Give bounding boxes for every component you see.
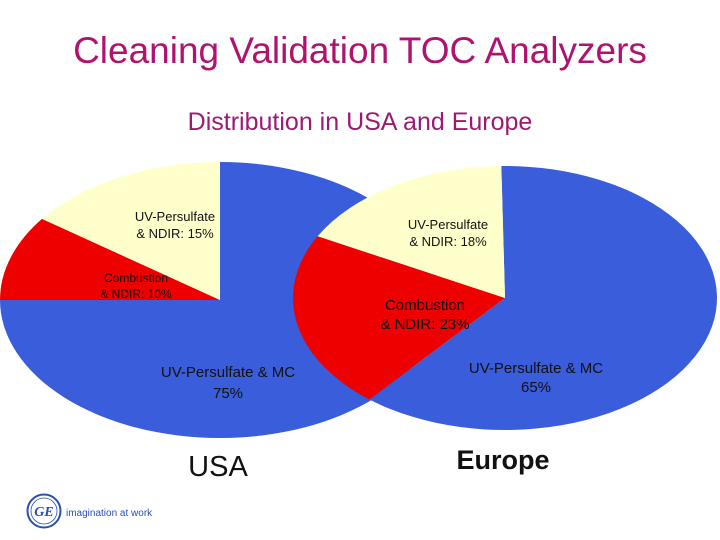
pie-label-usa-uv-persulfate-ndir: UV-Persulfate & NDIR: 15%	[135, 209, 215, 241]
slide-subtitle: Distribution in USA and Europe	[187, 108, 533, 136]
pie-slice-europe-combustion-ndir	[292, 236, 505, 400]
pie-slice-usa-uv-persulfate-ndir	[42, 162, 220, 300]
pie-slice-europe-uv-persulfate-mc	[369, 166, 717, 431]
pie-label-europe-uv-persulfate-mc: UV-Persulfate & MC 65%	[469, 360, 603, 396]
pie-slice-europe-uv-persulfate-ndir	[317, 166, 505, 298]
pie-label-usa-uv-persulfate-mc: UV-Persulfate & MC 75%	[161, 364, 295, 402]
logo-tagline: imagination at work	[66, 508, 153, 519]
pie-europe: UV-Persulfate & MC 65%Combustion & NDIR: 2…	[292, 166, 717, 431]
pie-slice-usa-combustion-ndir	[0, 218, 220, 300]
ge-logo-icon: GE	[26, 493, 62, 529]
pie-label-europe-combustion-ndir: Combustion & NDIR: 23%	[380, 297, 469, 333]
logo-mark: GE	[34, 505, 53, 520]
pie-label-usa-combustion-ndir: Combustion & NDIR: 10%	[100, 271, 172, 301]
pie-label-europe-uv-persulfate-ndir: UV-Persulfate & NDIR: 18%	[408, 217, 488, 249]
pie-title-europe: Europe	[456, 445, 549, 475]
pie-title-usa: USA	[188, 451, 248, 483]
slide-title: Cleaning Validation TOC Analyzers	[73, 30, 647, 71]
